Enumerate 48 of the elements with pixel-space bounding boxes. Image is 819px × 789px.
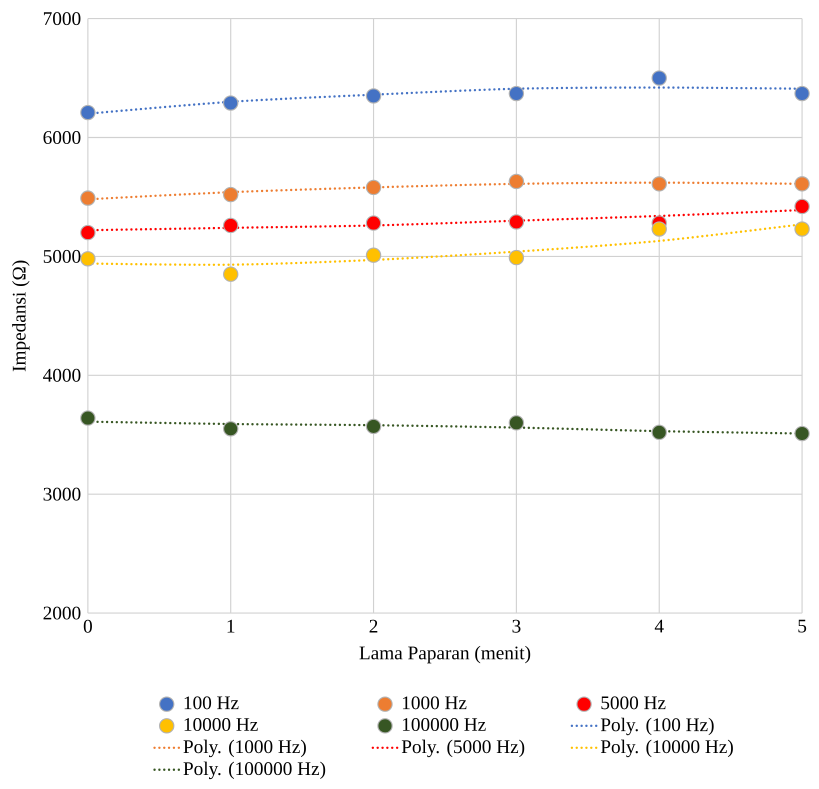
point [366, 88, 382, 104]
x-tick-label: 0 [84, 620, 92, 633]
y-tick-label: 2000 [44, 606, 80, 620]
legend-label: 10000 Hz [184, 718, 258, 731]
point [223, 420, 238, 436]
legend-label: 5000 Hz [601, 696, 666, 710]
legend-label: Poly. (1000 Hz) [184, 740, 306, 758]
point [80, 250, 96, 266]
x-tick-label: 4 [654, 620, 664, 632]
point [223, 186, 238, 202]
y-tick-label: 7000 [44, 12, 80, 25]
point [366, 215, 382, 231]
point [80, 410, 96, 426]
y-tick-label: 3000 [44, 488, 80, 501]
y-tick-label: 6000 [44, 130, 80, 144]
point [508, 214, 524, 230]
point [508, 86, 524, 102]
legend-label: 100000 Hz [402, 718, 486, 731]
y-tick-label: 4000 [43, 368, 80, 382]
point [80, 104, 96, 120]
legend-label: Poly. (5000 Hz) [402, 740, 524, 758]
x-axis-title: Lama Paparan (menit) [360, 646, 530, 664]
x-tick-label: 3 [512, 620, 520, 633]
point [223, 266, 238, 282]
point [508, 415, 524, 430]
legend-label: 1000 Hz [402, 696, 466, 710]
point [652, 221, 667, 237]
legend-label: 100 Hz [184, 696, 238, 710]
y-axis-title: Impedansi (Ω) [12, 260, 30, 372]
point [652, 70, 667, 86]
point [80, 190, 96, 206]
x-tick-label: 5 [798, 620, 806, 632]
point [366, 180, 382, 196]
point [508, 250, 524, 266]
point [223, 218, 238, 234]
legend-label: Poly. (100000 Hz) [184, 761, 326, 779]
point [508, 174, 524, 190]
legend-label: Poly. (100 Hz) [600, 718, 714, 736]
legend-label: Poly. (10000 Hz) [600, 740, 733, 758]
x-tick-label: 2 [370, 620, 378, 632]
point [223, 95, 238, 111]
x-tick-label: 1 [228, 620, 234, 632]
point [80, 224, 96, 240]
point [652, 424, 667, 440]
point [652, 176, 667, 192]
y-tick-label: 5000 [44, 250, 80, 263]
point [366, 247, 382, 263]
point [366, 418, 382, 434]
